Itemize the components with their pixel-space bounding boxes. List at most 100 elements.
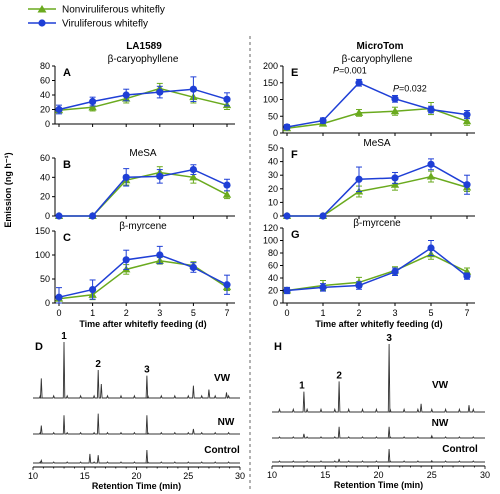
y-tick-label: 50 xyxy=(40,274,50,284)
x-tick-label: 2 xyxy=(356,308,361,318)
p-value: =0.032 xyxy=(399,83,427,93)
series-viruliferous xyxy=(55,245,231,304)
data-point xyxy=(463,181,471,189)
series-viruliferous xyxy=(55,76,231,115)
data-point xyxy=(156,251,164,259)
peak-label: 2 xyxy=(336,370,342,381)
compound-label: MeSA xyxy=(363,138,391,149)
group-title-left: LA1589 xyxy=(126,41,162,52)
compound-label: β-myrcene xyxy=(119,221,167,232)
series-line xyxy=(58,88,228,111)
series-viruliferous xyxy=(283,158,471,220)
x-tick-label: 7 xyxy=(224,308,229,318)
y-tick-label: 150 xyxy=(263,78,278,88)
y-axis-title: Emission (ng h⁻¹) xyxy=(3,152,13,227)
panel-E: 050100150200Eβ-caryophylleneP=0.001P=0.0… xyxy=(263,54,475,138)
legend: Nonviruliferous whitefly Viruliferous wh… xyxy=(28,5,165,30)
x-tick-label: 0 xyxy=(284,308,289,318)
x-axis-title-right: Time after whitefly feeding (d) xyxy=(315,319,442,329)
x-tick-label: 10 xyxy=(28,471,38,481)
x-tick-label: 10 xyxy=(267,470,277,480)
p-italic: P xyxy=(333,65,339,75)
data-point xyxy=(122,91,130,99)
data-point xyxy=(426,172,436,180)
series-line xyxy=(59,171,228,217)
data-point xyxy=(55,105,63,114)
data-point xyxy=(427,105,435,114)
p-value: =0.001 xyxy=(339,65,367,75)
y-tick-label: 100 xyxy=(35,250,50,260)
data-point xyxy=(223,281,231,289)
data-point xyxy=(355,79,363,87)
data-point xyxy=(189,85,197,93)
series-line xyxy=(286,253,468,292)
x-tick-label: 15 xyxy=(80,471,90,481)
data-point xyxy=(463,272,471,280)
panel-F: 0 10 20 30 40 50 F MeSA xyxy=(268,138,475,221)
trace-label-nw: NW xyxy=(218,417,235,428)
panel-letter: H xyxy=(274,341,282,353)
p-value-annotation: P=0.032 xyxy=(393,83,427,93)
peak-label: 3 xyxy=(386,333,392,344)
chromatogram-panel-D: D VW NW Control 1 2 3 10 15 20 25 30 Retention Time … xyxy=(28,331,245,491)
series-line xyxy=(287,175,468,217)
data-point xyxy=(390,180,400,188)
x-tick-label: 1 xyxy=(320,308,325,318)
y-tick-label: 100 xyxy=(263,236,278,246)
x-tick-label: 15 xyxy=(320,470,330,480)
data-point xyxy=(463,110,471,119)
y-tick-label: 0 xyxy=(273,128,278,138)
y-tick-label: 60 xyxy=(268,261,278,271)
panel-letter: E xyxy=(291,67,298,79)
panel-letter: D xyxy=(35,341,43,353)
panel-letter: B xyxy=(63,159,71,171)
y-tick-label: 20 xyxy=(268,184,278,194)
panel-G: 0 20 40 60 80 100 120 0 1 2 3 5 7 Gβ-myrcene xyxy=(263,218,475,318)
x-axis-title: Retention Time (min) xyxy=(334,480,423,490)
y-tick-label: 150 xyxy=(35,226,50,236)
x-tick-label: 3 xyxy=(392,308,397,318)
y-tick-label: 30 xyxy=(268,170,278,180)
y-tick-label: 10 xyxy=(268,197,278,207)
data-point xyxy=(156,88,164,96)
trace-nw xyxy=(33,413,240,435)
x-tick-label: 25 xyxy=(183,471,193,481)
p-italic: P xyxy=(393,83,399,93)
trace-label-nw: NW xyxy=(432,418,449,429)
data-point xyxy=(390,107,400,115)
trace-control xyxy=(272,448,485,463)
y-tick-label: 20 xyxy=(268,286,278,296)
y-tick-label: 0 xyxy=(45,211,50,221)
y-tick-label: 0 xyxy=(273,211,278,221)
legend-item-nonviruliferous: Nonviruliferous whitefly xyxy=(28,5,165,16)
x-tick-label: 30 xyxy=(235,471,245,481)
y-tick-label: 40 xyxy=(40,172,50,182)
y-tick-label: 40 xyxy=(268,273,278,283)
series-line xyxy=(58,254,228,298)
compound-label: MeSA xyxy=(129,148,157,159)
panel-letter: C xyxy=(63,232,71,244)
series-line xyxy=(286,247,468,292)
y-tick-label: 50 xyxy=(268,111,278,121)
data-point xyxy=(189,173,198,181)
series-nonviruliferous xyxy=(54,82,232,114)
data-point xyxy=(223,181,231,189)
data-point xyxy=(319,212,327,220)
compound-label: β-myrcene xyxy=(353,218,401,229)
x-tick-label: 20 xyxy=(373,470,383,480)
x-tick-label: 1 xyxy=(90,308,95,318)
x-tick-label: 30 xyxy=(480,470,490,480)
data-point xyxy=(89,212,97,220)
peak-label: 1 xyxy=(61,331,67,342)
y-tick-label: 40 xyxy=(268,157,278,167)
plot-area: 020406080Aβ-caryophyllene0204060BMeSA050… xyxy=(28,54,490,491)
y-tick-label: 50 xyxy=(268,143,278,153)
data-point xyxy=(122,173,130,181)
y-tick-label: 0 xyxy=(45,298,50,308)
data-point xyxy=(156,172,164,180)
trace-label-vw: VW xyxy=(432,380,449,391)
trace-label-control: Control xyxy=(442,444,478,455)
p-value-annotation: P=0.001 xyxy=(333,65,367,75)
chromatogram-panel-H: H VW NW Control 1 2 3 10 15 20 25 30 Retention Time … xyxy=(267,333,490,490)
trace-control xyxy=(33,449,240,464)
